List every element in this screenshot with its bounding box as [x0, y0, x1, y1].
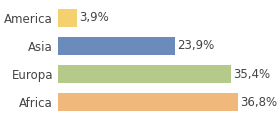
- Text: 23,9%: 23,9%: [177, 39, 214, 52]
- Bar: [58, 65, 231, 83]
- Text: 3,9%: 3,9%: [79, 11, 109, 24]
- Bar: [58, 37, 174, 55]
- Text: 36,8%: 36,8%: [240, 96, 277, 109]
- Bar: [58, 9, 77, 27]
- Bar: [58, 93, 238, 111]
- Text: 35,4%: 35,4%: [233, 68, 270, 81]
